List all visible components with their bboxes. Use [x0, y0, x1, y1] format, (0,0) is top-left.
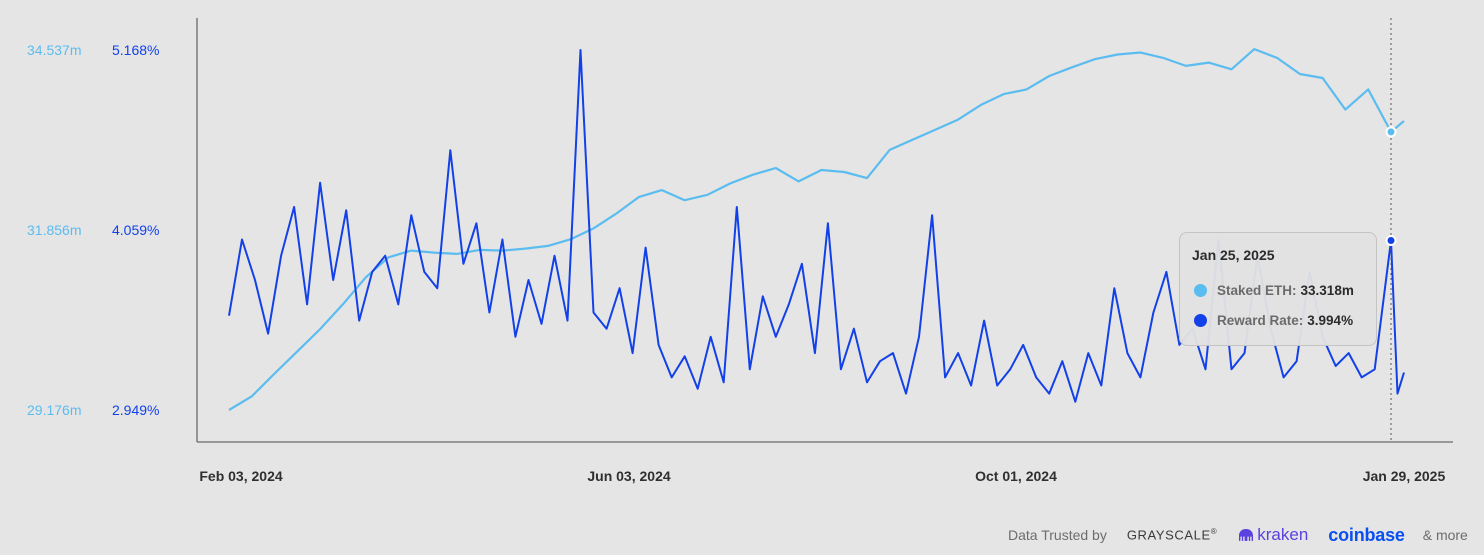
series-lines: [228, 48, 1405, 411]
tooltip-row-reward-rate: Reward Rate: 3.994%: [1192, 305, 1364, 335]
x-tick-label: Jan 29, 2025: [1363, 468, 1446, 484]
tooltip-label: Staked ETH:: [1217, 282, 1297, 298]
x-axis-labels: Feb 03, 2024 Jun 03, 2024 Oct 01, 2024 Jan …: [199, 468, 1445, 484]
tooltip-value: 33.318m: [1300, 282, 1354, 298]
tooltip-date: Jan 25, 2025: [1192, 247, 1275, 263]
y-right-tick-label: 2.949%: [112, 402, 159, 418]
y-right-tick-label: 5.168%: [112, 42, 159, 58]
and-more-text: & more: [1422, 527, 1468, 543]
y-left-tick-label: 31.856m: [27, 222, 81, 238]
chart-axes: [196, 18, 1453, 443]
registered-mark: ®: [1210, 527, 1218, 537]
kraken-logo[interactable]: kraken: [1237, 525, 1308, 545]
reward-rate-legend-dot: [1194, 313, 1207, 327]
coinbase-logo[interactable]: coinbase: [1328, 524, 1405, 545]
kraken-icon: [1239, 529, 1254, 542]
trusted-by-text: Data Trusted by: [1008, 527, 1107, 543]
hover-indicator: [1385, 18, 1397, 442]
x-tick-label: Jun 03, 2024: [587, 468, 670, 484]
tooltip-row-staked-eth: Staked ETH: 33.318m: [1192, 275, 1364, 305]
staked-eth-series-line: [228, 48, 1405, 411]
data-trusted-footer: Data Trusted by GRAYSCALE® kraken coinba…: [1008, 523, 1468, 547]
reward-rate-hover-point: [1385, 234, 1397, 246]
y-right-tick-label: 4.059%: [112, 222, 159, 238]
tooltip-label: Reward Rate:: [1217, 312, 1304, 328]
reward-rate-series-line: [228, 49, 1405, 403]
grayscale-logo[interactable]: GRAYSCALE®: [1127, 527, 1217, 542]
grayscale-wordmark: GRAYSCALE: [1126, 527, 1211, 543]
y-axis-labels: 34.537m 31.856m 29.176m 5.168% 4.059% 2.949%: [27, 42, 159, 418]
staked-eth-hover-point: [1385, 126, 1397, 138]
x-tick-label: Feb 03, 2024: [199, 468, 282, 484]
kraken-wordmark: kraken: [1257, 525, 1309, 544]
staked-eth-legend-dot: [1194, 283, 1207, 297]
tooltip-value: 3.994%: [1307, 312, 1354, 328]
chart-tooltip: Jan 25, 2025 Staked ETH: 33.318m Reward …: [1179, 232, 1377, 346]
x-tick-label: Oct 01, 2024: [975, 468, 1057, 484]
y-left-tick-label: 34.537m: [27, 42, 81, 58]
y-left-tick-label: 29.176m: [27, 402, 81, 418]
